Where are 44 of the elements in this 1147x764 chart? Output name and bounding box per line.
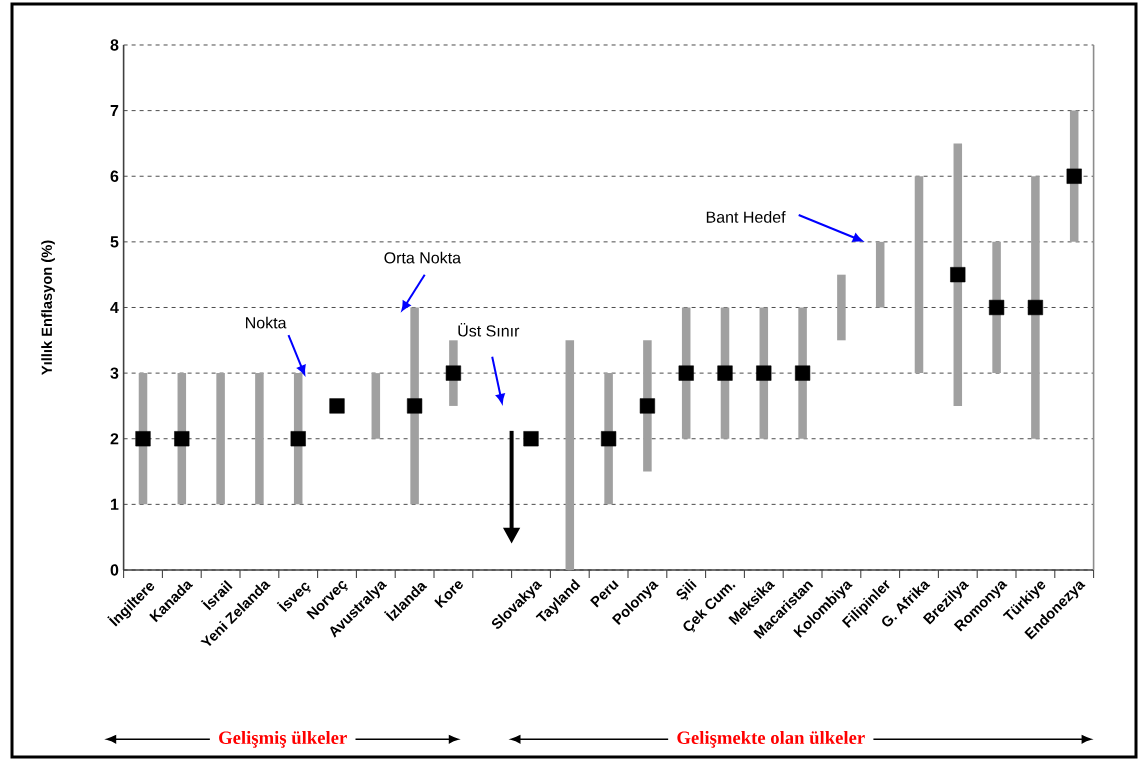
point [174, 431, 190, 447]
y-tick-label: 4 [110, 302, 119, 313]
y-tick-label: 5 [110, 236, 119, 248]
bar [914, 176, 924, 374]
bar [255, 373, 264, 505]
x-tick-label: Şili [676, 578, 697, 601]
point [756, 365, 772, 381]
point [523, 431, 539, 447]
annotation: Orta Nokta [384, 251, 462, 264]
point [135, 431, 151, 447]
bar [798, 307, 807, 439]
point [290, 431, 306, 447]
y-tick-label: 8 [110, 39, 119, 51]
point [407, 398, 423, 414]
point [601, 431, 617, 447]
y-tick-label: 0 [110, 564, 119, 576]
bar [875, 241, 885, 308]
y-tick-label: 3 [110, 367, 119, 379]
y-tick-label: 2 [110, 433, 119, 445]
y-tick-label: 1 [111, 498, 119, 510]
point [1027, 299, 1043, 316]
bar [371, 373, 381, 439]
bar [565, 340, 575, 570]
annotation: Üst Sınır [458, 323, 520, 337]
annotation: Nokta [246, 316, 287, 329]
point [717, 365, 733, 381]
bar [1031, 176, 1040, 439]
y-tick-label: 6 [110, 170, 119, 182]
point [445, 365, 462, 381]
point [678, 365, 694, 381]
text: Gelişmiş ülkeler [219, 730, 347, 748]
bar [837, 274, 846, 341]
annotation: Bant Hedef [706, 211, 786, 223]
point [988, 299, 1005, 316]
text: Gelişmekte olan ülkeler [677, 730, 865, 748]
bar [643, 340, 652, 472]
bar [216, 373, 225, 505]
point [795, 365, 811, 381]
y-tick-label: 7 [110, 105, 119, 117]
y-axis-title: Yıllık Enflasyon (%) [41, 240, 55, 375]
point [1066, 168, 1082, 184]
point [329, 398, 345, 414]
point [950, 267, 966, 283]
point [639, 398, 655, 414]
